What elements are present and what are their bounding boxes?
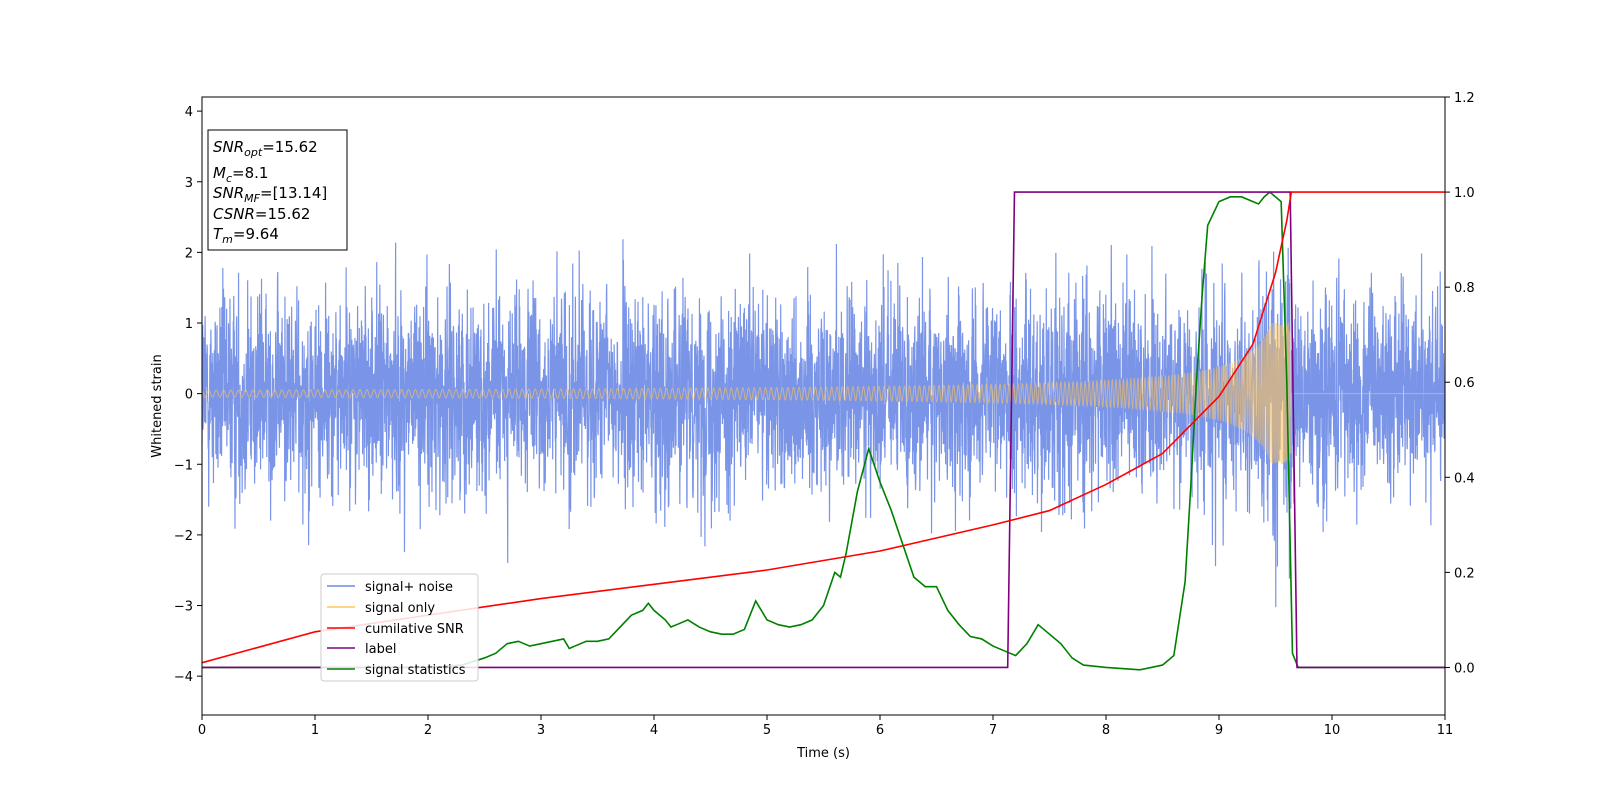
x-tick-label: 2 — [424, 723, 432, 738]
info-line5-sub: m — [222, 233, 233, 246]
legend-label-signal-statistics: signal statistics — [365, 663, 466, 678]
info-line3-name: SNR — [213, 184, 244, 202]
series-signal-only — [202, 323, 1445, 465]
y2-tick-label: 0.8 — [1454, 281, 1475, 296]
x-tick-label: 7 — [989, 723, 997, 738]
info-line5-name: T — [213, 225, 224, 243]
info-line1-name: SNR — [213, 138, 244, 156]
series-cumulative-snr — [202, 191, 1445, 664]
info-line5-value: =9.64 — [233, 225, 279, 243]
y-tick-label: −2 — [174, 529, 193, 544]
y-axis-label: Whitened strain — [150, 354, 165, 457]
info-line2-value: =8.1 — [232, 164, 268, 182]
y-tick-label: 4 — [185, 105, 193, 120]
axes-frame — [201, 96, 1446, 716]
x-tick-label: 6 — [876, 723, 884, 738]
svg-text:CSNR=15.62: CSNR=15.62 — [213, 205, 310, 223]
legend-label-signal-only: signal only — [365, 601, 435, 616]
axes: 0 1 2 3 4 5 6 7 8 9 10 11 −4 −3 −2 −1 0 1 2 3 4 0.0 0.2 0.4 0.6 0… — [150, 91, 1475, 761]
info-line4-name: CSNR — [213, 205, 255, 223]
x-tick-label: 10 — [1324, 723, 1341, 738]
y2-tick-label: 0.4 — [1454, 471, 1475, 486]
x-tick-label: 5 — [763, 723, 771, 738]
legend-label-label: label — [365, 642, 396, 657]
info-box: SNRopt=15.62 Mc=8.1 SNRMF=[13.14] CSNR=1… — [207, 129, 348, 251]
y2-tick-label: 0.2 — [1454, 566, 1475, 581]
x-tick-label: 3 — [537, 723, 545, 738]
plot-series — [202, 191, 1445, 671]
x-tick-label: 9 — [1215, 723, 1223, 738]
x-tick-label: 8 — [1102, 723, 1110, 738]
y-tick-label: 0 — [185, 388, 193, 403]
info-line3-sub: MF — [244, 192, 260, 205]
x-tick-label: 0 — [198, 723, 206, 738]
y-tick-label: −3 — [174, 600, 193, 615]
y-tick-label: 3 — [185, 176, 193, 191]
y-tick-label: −4 — [174, 670, 193, 685]
y2-tick-label: 0.0 — [1454, 661, 1475, 676]
x-axis-label: Time (s) — [796, 746, 850, 761]
x-tick-label: 11 — [1437, 723, 1454, 738]
plot-area — [202, 191, 1445, 671]
svg-text:Tm=9.64: Tm=9.64 — [213, 225, 279, 246]
legend-label-signal-noise: signal+ noise — [365, 580, 453, 595]
y-tick-label: −1 — [174, 458, 193, 473]
series-signal-statistics — [202, 191, 1445, 671]
info-line3-value: =[13.14] — [260, 184, 327, 202]
legend: signal+ noise signal only cumilative SNR… — [320, 573, 479, 682]
series-label — [202, 191, 1445, 669]
y-tick-label: 1 — [185, 317, 193, 332]
info-line2-name: M — [213, 164, 226, 182]
info-line1-sub: opt — [244, 146, 263, 159]
y2-tick-label: 1.0 — [1454, 186, 1475, 201]
y2-tick-label: 0.6 — [1454, 376, 1475, 391]
y-tick-label: 2 — [185, 246, 193, 261]
svg-text:Mc=8.1: Mc=8.1 — [213, 164, 268, 185]
x-tick-label: 1 — [311, 723, 319, 738]
y2-tick-label: 1.2 — [1454, 91, 1475, 106]
svg-text:SNRMF=[13.14]: SNRMF=[13.14] — [213, 184, 327, 205]
legend-label-cumulative-snr: cumilative SNR — [365, 622, 464, 637]
info-line2-sub: c — [226, 172, 232, 185]
info-line1-value: =15.62 — [262, 138, 318, 156]
info-line4-value: =15.62 — [255, 205, 311, 223]
x-tick-label: 4 — [650, 723, 658, 738]
svg-text:SNRopt=15.62: SNRopt=15.62 — [213, 138, 318, 159]
